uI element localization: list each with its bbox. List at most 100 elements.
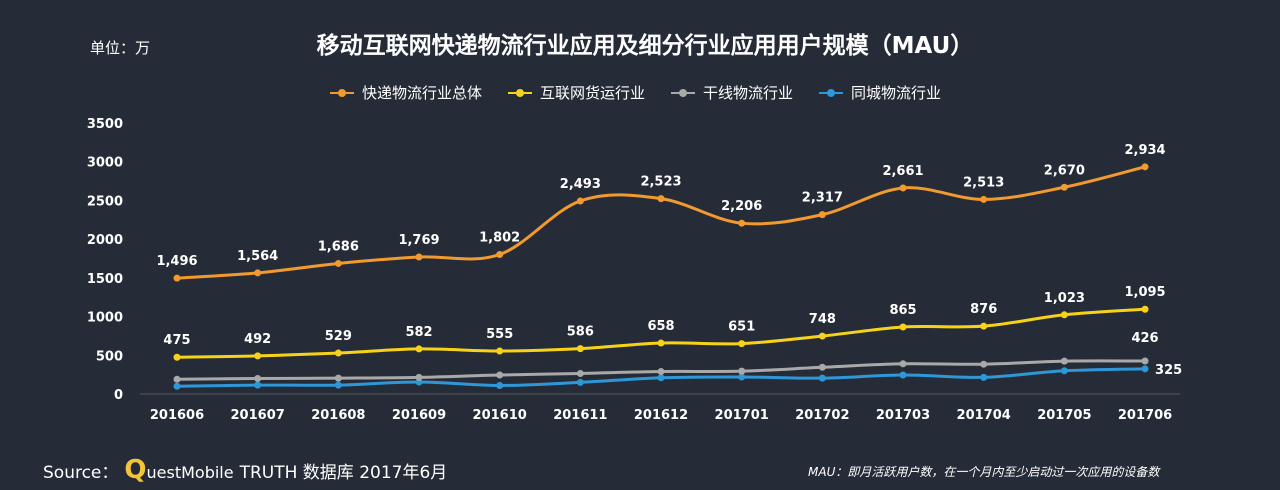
data-point [415,345,423,353]
data-point [738,373,746,381]
data-point [1060,183,1068,191]
y-tick-label: 1500 [87,272,123,287]
x-tick-label: 201610 [473,408,527,423]
x-tick-label: 201607 [231,408,285,423]
data-point [1060,367,1068,375]
data-point [657,368,665,376]
data-label: 1,686 [318,239,359,254]
data-point [496,347,504,355]
legend-label: 干线物流行业 [703,84,794,102]
data-point [415,253,423,261]
x-tick-label: 201611 [553,408,607,423]
legend-swatch-blue [819,87,844,99]
y-tick-label: 500 [96,349,123,364]
data-point [576,378,584,386]
data-point [980,373,988,381]
data-label: 2,523 [640,175,681,190]
data-point [657,339,665,347]
data-point [657,195,665,203]
data-label: 586 [567,325,594,340]
data-point [254,269,262,277]
legend-swatch-yellow [508,87,533,99]
data-point [818,363,826,371]
x-tick-label: 201608 [311,408,365,423]
y-tick-label: 3500 [87,117,123,132]
questmobile-logo: QuestMobile [124,455,234,485]
data-point [254,375,262,383]
chart-title: 移动互联网快递物流行业应用及细分行业应用用户规模（MAU） [316,33,974,59]
data-point [738,219,746,227]
data-label: 426 [1131,331,1158,346]
data-point [576,197,584,205]
data-point [173,353,181,361]
y-tick-label: 0 [114,388,123,403]
data-label: 475 [163,333,190,348]
data-label: 651 [728,320,755,335]
data-point [1060,357,1068,365]
y-tick-label: 3000 [87,156,123,171]
data-label: 865 [889,303,916,318]
data-label: 492 [244,332,271,347]
legend-item-intracity: 同城物流行业 [819,82,941,103]
data-point [818,211,826,219]
data-point [738,340,746,348]
y-tick-label: 2500 [87,194,123,209]
data-point [496,371,504,379]
data-label: 658 [647,319,674,334]
data-label: 2,670 [1044,163,1085,178]
mau-footnote: MAU：即月活跃用户数，在一个月内至少启动过一次应用的设备数 [808,465,1160,479]
data-point [1141,365,1149,373]
data-label: 2,317 [802,191,843,206]
legend-swatch-orange [330,87,354,99]
data-point [334,381,342,389]
data-point [818,332,826,340]
x-tick-label: 201706 [1118,408,1172,423]
x-tick-label: 201609 [392,408,446,423]
x-tick-label: 201702 [795,408,849,423]
x-tick-label: 201606 [150,408,204,423]
source-line: Source： QuestMobile TRUTH 数据库 2017年6月 [43,455,447,485]
data-point [334,259,342,267]
data-point [980,195,988,203]
data-point [576,369,584,377]
data-point [738,367,746,375]
x-tick-label: 201703 [876,408,930,423]
data-label: 1,564 [237,249,278,264]
data-label: 1,802 [479,230,520,245]
data-label: 555 [486,327,513,342]
y-tick-label: 2000 [87,233,123,248]
data-point [1141,305,1149,313]
unit-label: 单位：万 [90,39,151,57]
legend-item-trunk: 干线物流行业 [671,82,793,103]
legend-label: 互联网货运行业 [540,84,646,102]
data-point [657,374,665,382]
data-label: 1,095 [1124,285,1165,300]
data-point [254,352,262,360]
data-point [576,345,584,353]
data-point [1141,357,1149,365]
data-label: 2,513 [963,175,1004,190]
x-tick-label: 201701 [715,408,769,423]
data-point [1060,311,1068,319]
data-label: 325 [1155,363,1182,378]
data-point [173,274,181,282]
data-point [415,373,423,381]
source-suffix: TRUTH 数据库 2017年6月 [239,463,448,483]
data-label: 1,496 [156,254,197,269]
data-point [899,371,907,379]
data-point [334,349,342,357]
legend-label: 快递物流行业总体 [362,84,483,102]
legend-swatch-gray [671,87,696,99]
x-tick-label: 201705 [1037,408,1091,423]
legend-item-freight: 互联网货运行业 [508,82,645,103]
data-point [980,360,988,368]
x-tick-label: 201704 [957,408,1011,423]
legend: 快递物流行业总体 互联网货运行业 干线物流行业 同城物流行业 [330,82,941,103]
data-label: 529 [325,329,352,344]
data-point [1141,163,1149,171]
data-label: 1,023 [1044,291,1085,306]
data-point [173,375,181,383]
data-label: 1,769 [398,233,439,248]
data-point [899,323,907,331]
